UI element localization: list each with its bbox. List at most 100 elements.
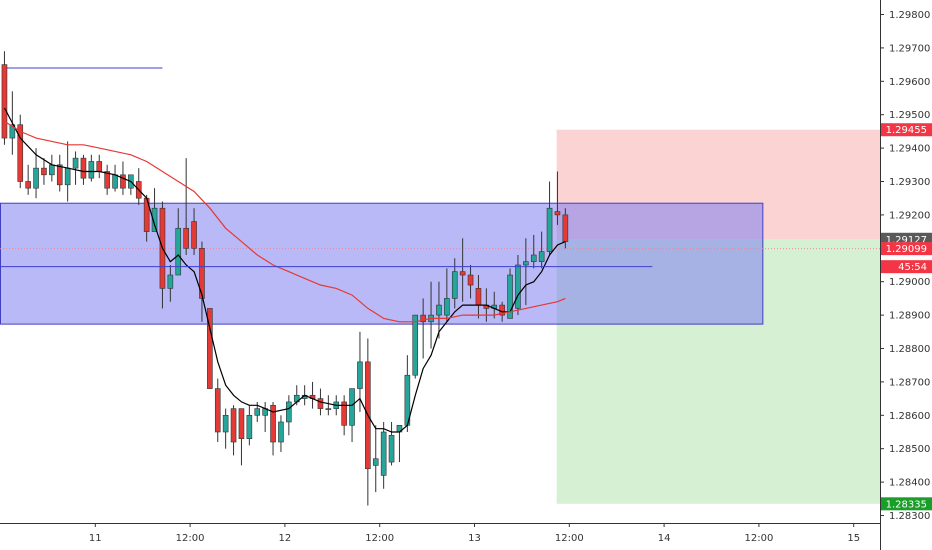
- time-tick-label: 12: [279, 533, 292, 544]
- candle-body: [325, 408, 332, 410]
- price-tick-label: 1.29200: [889, 210, 930, 221]
- price-tick-label: 1.28800: [889, 344, 930, 355]
- supply-demand-zone: [0, 202, 764, 325]
- candle-body: [222, 414, 229, 433]
- candle-body: [554, 211, 561, 216]
- time-axis[interactable]: 11 12:00 12 12:00 13 12:00 14 12:00 15: [89, 523, 860, 544]
- price-label-tag: [881, 497, 932, 511]
- moving-average-slow-line: [4, 120, 566, 323]
- price-tick-label: 1.29500: [889, 110, 930, 121]
- candle-body: [167, 274, 174, 289]
- candle-body: [467, 274, 474, 286]
- candle-body: [104, 171, 110, 189]
- candle-body: [80, 157, 87, 179]
- price-label-text: 1.28335: [886, 499, 927, 510]
- price-label-text: 1.29099: [886, 244, 927, 255]
- price-axis[interactable]: 1.29800 1.29700 1.29600 1.29500 1.29400 1.293…: [880, 10, 930, 522]
- candle-body: [207, 308, 213, 389]
- candle-body: [515, 264, 521, 309]
- candle-body: [1, 64, 8, 139]
- price-label-text: 1.29127: [886, 235, 927, 246]
- price-tick-label: 1.29800: [889, 10, 930, 21]
- candle-body: [246, 414, 253, 439]
- candle-body: [17, 124, 24, 182]
- price-tick-label: 1.29600: [889, 77, 930, 88]
- time-tick-label: 12:00: [555, 533, 584, 544]
- candle-body: [49, 164, 55, 176]
- candle-body: [183, 227, 189, 249]
- candles-layer: [1, 51, 569, 506]
- candle-body: [388, 435, 395, 463]
- candle-body: [56, 164, 63, 186]
- candle-body: [72, 157, 79, 169]
- price-axis-background: [880, 0, 932, 550]
- moving-average-fast-line: [3, 107, 566, 433]
- candle-body: [372, 458, 379, 466]
- candle-body: [412, 314, 419, 376]
- candle-body: [151, 207, 158, 232]
- annotation-layer-back: [0, 67, 906, 504]
- candle-body: [562, 214, 569, 242]
- price-tick-label: 1.29400: [889, 144, 930, 155]
- candle-body: [214, 388, 221, 433]
- time-tick-label: 12:00: [176, 533, 205, 544]
- price-tick-label: 1.29300: [889, 177, 930, 188]
- candle-body: [33, 167, 39, 189]
- candle-body: [254, 408, 261, 416]
- candle-body: [523, 261, 529, 266]
- price-tick-label: 1.28300: [889, 511, 930, 522]
- candle-body: [112, 174, 118, 189]
- candle-body: [341, 401, 347, 426]
- price-tick-label: 1.28700: [889, 377, 930, 388]
- candle-body: [380, 431, 387, 476]
- candle-body: [25, 181, 31, 189]
- candle-body: [88, 161, 95, 179]
- time-axis-background: [0, 523, 880, 550]
- price-label-tag: [881, 242, 932, 256]
- candle-body: [230, 408, 237, 443]
- candle-body: [357, 361, 363, 389]
- candle-body: [199, 248, 205, 299]
- price-tick-label: 1.28600: [889, 411, 930, 422]
- price-label-text: 45:54: [898, 262, 927, 273]
- candle-body: [286, 401, 292, 423]
- candle-body: [175, 227, 182, 276]
- moving-averages-layer: [3, 107, 566, 433]
- candle-body: [444, 298, 450, 316]
- time-tick-label: 11: [89, 533, 102, 544]
- candle-body: [451, 271, 458, 299]
- candle-body: [64, 167, 71, 186]
- price-label-text: 1.29455: [886, 125, 927, 136]
- candle-body: [530, 254, 537, 262]
- candle-body: [9, 124, 16, 139]
- candle-body: [278, 421, 284, 443]
- candle-body: [120, 174, 126, 189]
- candle-body: [349, 388, 355, 426]
- time-tick-label: 14: [658, 533, 671, 544]
- candle-body: [436, 304, 442, 316]
- candle-body: [475, 288, 482, 306]
- candle-body: [238, 408, 245, 439]
- candle-body: [191, 221, 197, 249]
- candle-body: [317, 398, 324, 409]
- candle-body: [459, 271, 466, 276]
- candle-body: [546, 207, 553, 252]
- time-tick-label: 13: [468, 533, 481, 544]
- candle-body: [538, 251, 545, 262]
- time-tick-label: 12:00: [365, 533, 394, 544]
- price-tick-label: 1.29000: [889, 277, 930, 288]
- price-label-tag: [881, 260, 932, 274]
- candle-body: [41, 167, 47, 176]
- price-label-tag: [881, 123, 932, 137]
- price-tick-label: 1.29700: [889, 43, 930, 54]
- price-tick-label: 1.28400: [889, 478, 930, 489]
- time-tick-label: 15: [847, 533, 860, 544]
- candle-body: [270, 404, 276, 443]
- price-tick-label: 1.28900: [889, 311, 930, 322]
- price-tick-label: 1.28500: [889, 444, 930, 455]
- candle-body: [420, 314, 426, 323]
- candle-body: [96, 161, 103, 172]
- candle-body: [507, 274, 513, 319]
